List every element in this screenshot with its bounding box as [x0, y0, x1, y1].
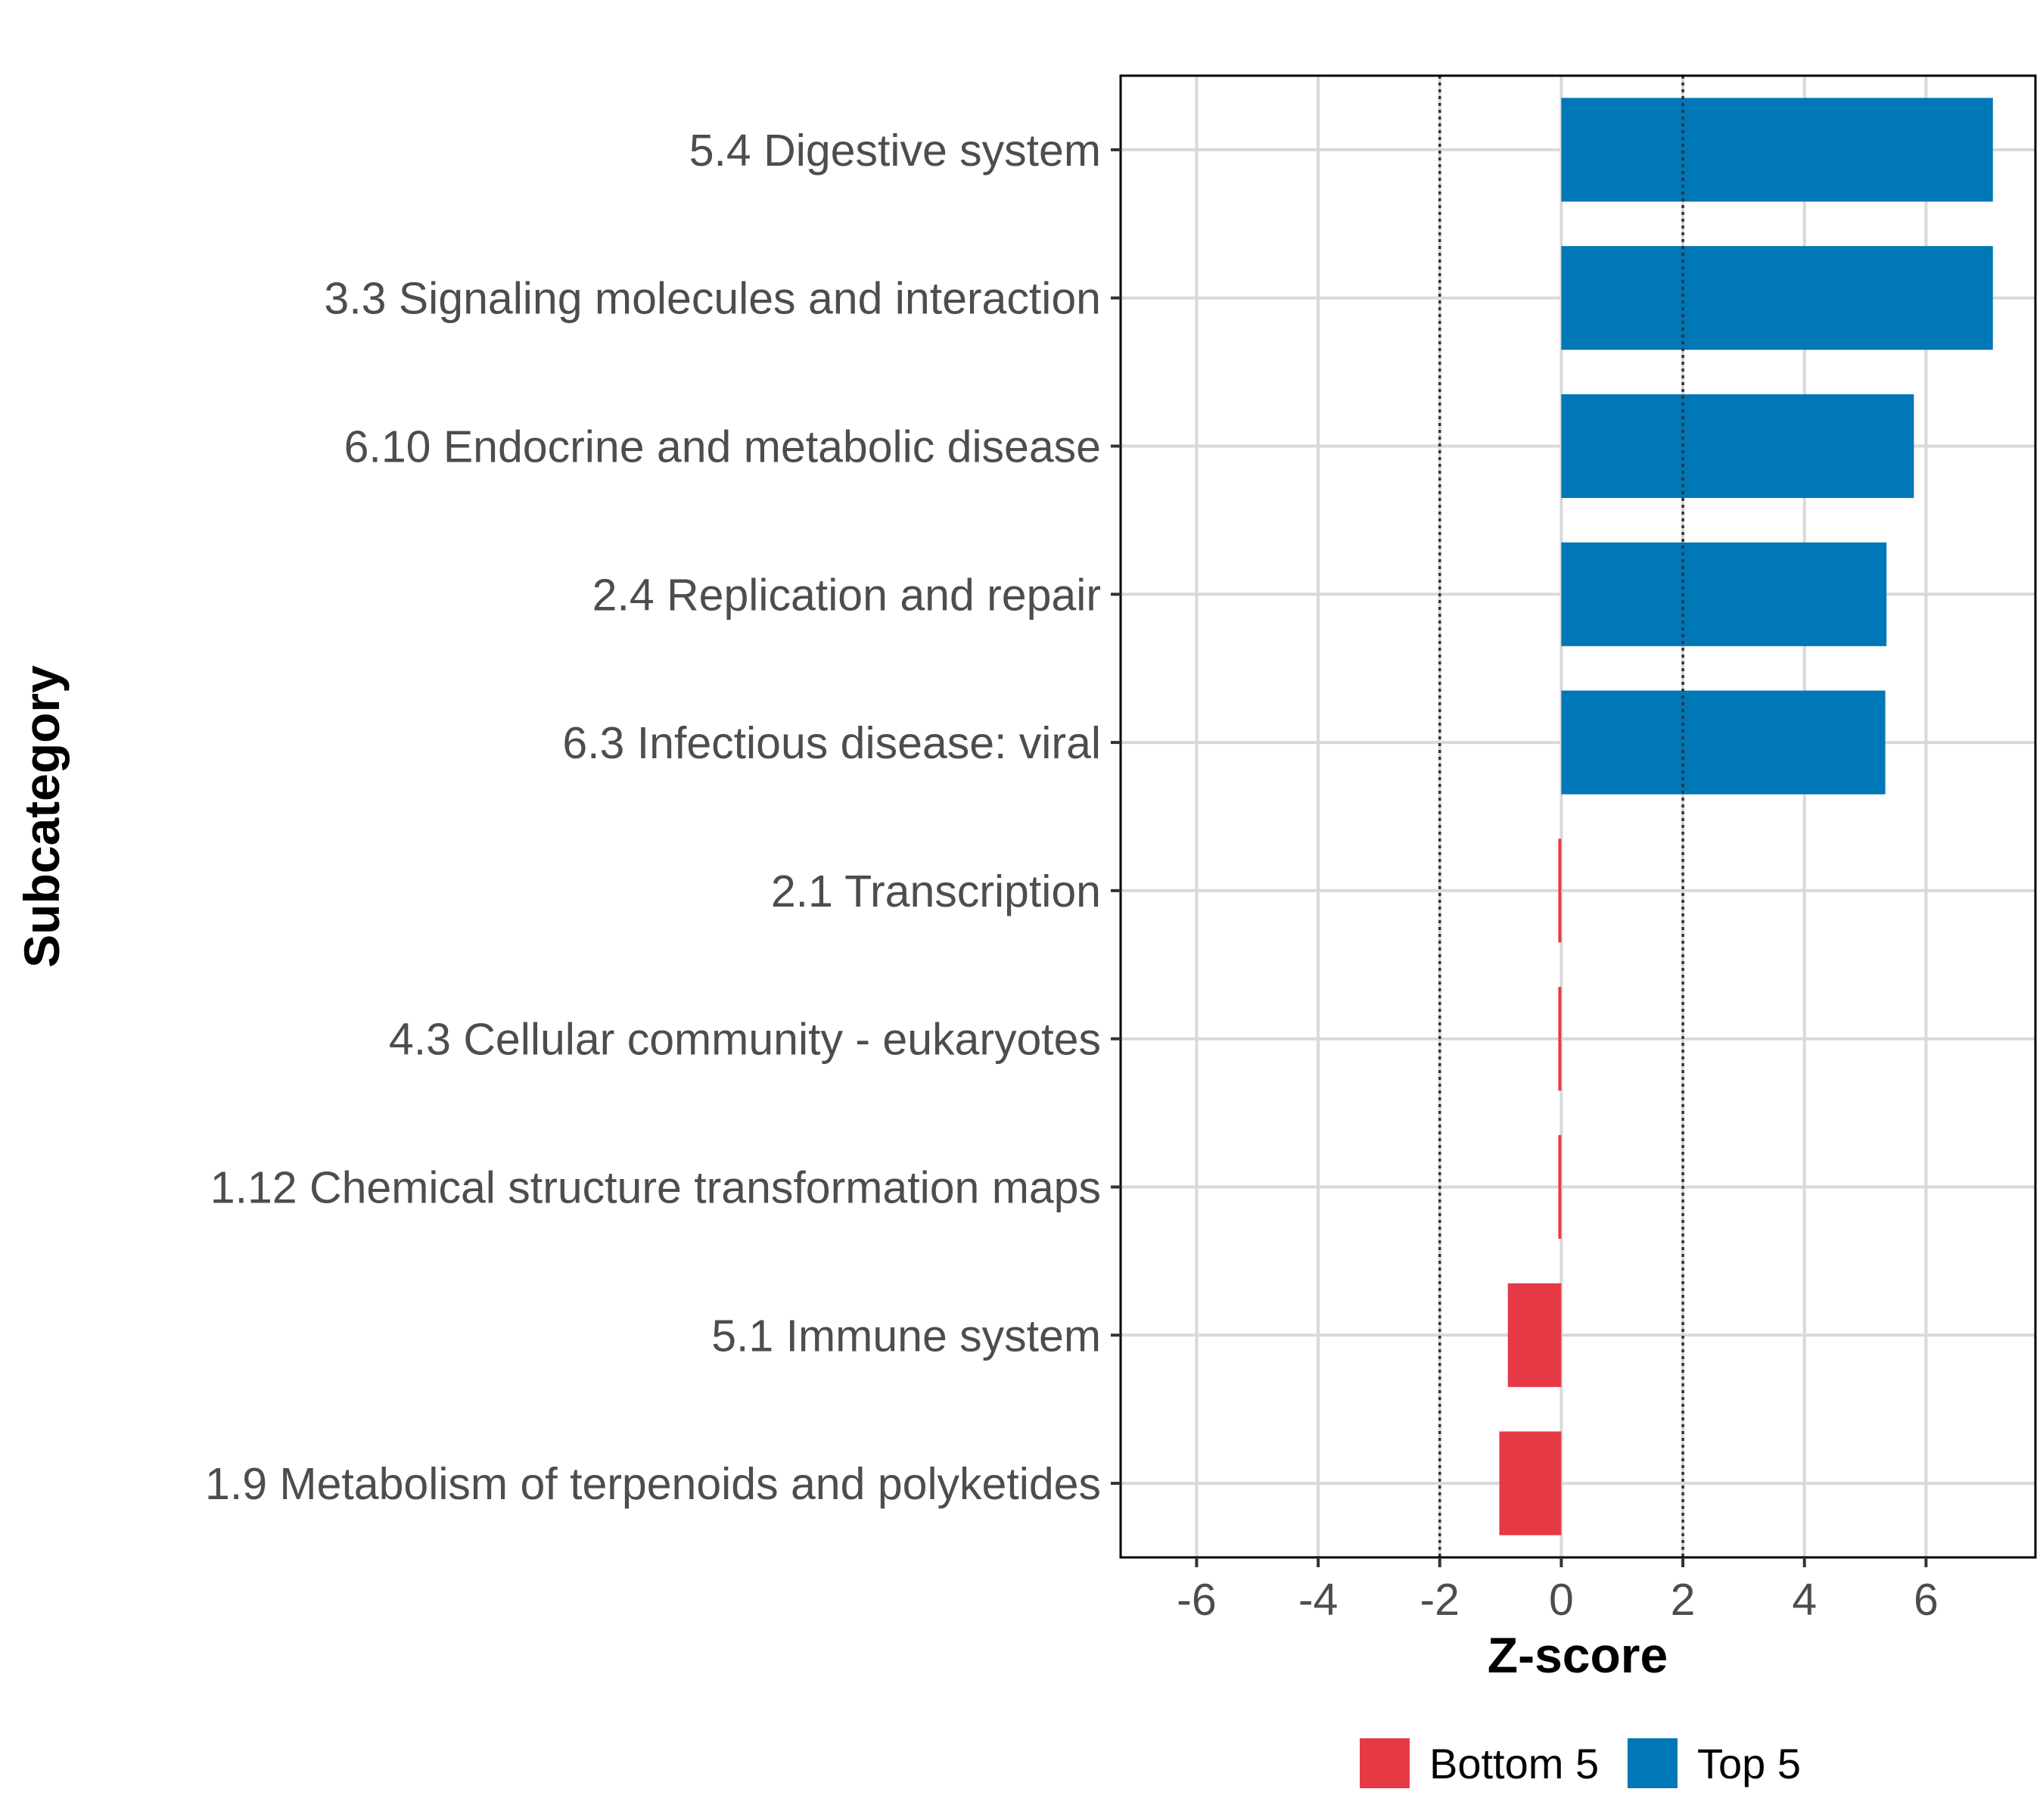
plot-panel-border [1119, 74, 2037, 1559]
bars-layer [1499, 98, 1993, 1535]
x-tick-label: -2 [1420, 1575, 1460, 1625]
y-tick-label: 5.1 Immune system [711, 1311, 1101, 1361]
bar [1561, 542, 1887, 646]
y-axis: 5.4 Digestive system 3.3 Signaling molecu… [205, 126, 1121, 1509]
x-tick-label: -4 [1298, 1575, 1338, 1625]
legend-label: Bottom 5 [1429, 1740, 1599, 1787]
bar [1558, 1134, 1562, 1240]
y-tick-label: 2.4 Replication and repair [592, 570, 1101, 620]
x-tick-label: 6 [1914, 1575, 1939, 1625]
bar [1561, 690, 1886, 795]
y-axis-title: Subcategory [14, 665, 70, 968]
legend-label: Top 5 [1697, 1740, 1801, 1787]
legend-swatch [1628, 1738, 1678, 1788]
bar [1561, 98, 1993, 202]
x-tick-label: 2 [1671, 1575, 1696, 1625]
y-tick-label: 6.3 Infectious disease: viral [562, 718, 1101, 768]
y-tick-label: 2.1 Transcription [771, 866, 1101, 916]
y-tick-label: 1.12 Chemical structure transformation m… [210, 1163, 1101, 1213]
reference-lines [1438, 76, 1684, 1557]
x-axis-title: Z-score [1488, 1627, 1668, 1683]
x-tick-label: -6 [1177, 1575, 1216, 1625]
y-tick-label: 3.3 Signaling molecules and interaction [324, 274, 1101, 324]
y-tick-label: 6.10 Endocrine and metabolic disease [344, 422, 1101, 472]
x-axis: -6 -4 -2 0 2 4 6 [1177, 1557, 1939, 1625]
y-tick-label: 1.9 Metabolism of terpenoids and polyket… [205, 1459, 1101, 1509]
bar [1507, 1283, 1562, 1387]
y-tick-label: 4.3 Cellular community - eukaryotes [389, 1015, 1101, 1065]
legend: Bottom 5 Top 5 [1360, 1738, 1801, 1788]
y-tick-label: 5.4 Digestive system [689, 126, 1101, 176]
bar [1558, 838, 1562, 943]
legend-swatch [1360, 1738, 1410, 1788]
bar [1558, 987, 1562, 1091]
bar [1499, 1431, 1562, 1535]
bar [1561, 246, 1993, 350]
x-tick-label: 4 [1792, 1575, 1817, 1625]
bar [1561, 394, 1914, 499]
x-tick-label: 0 [1549, 1575, 1574, 1625]
